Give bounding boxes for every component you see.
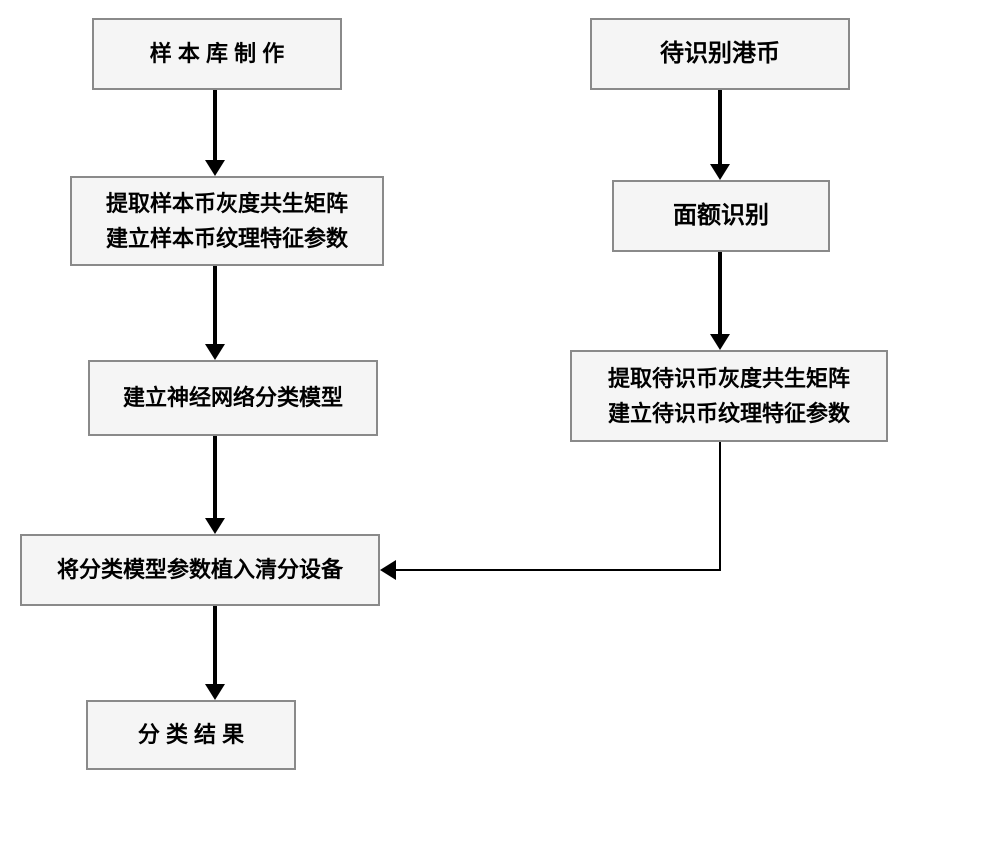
node-l2: 提取样本币灰度共生矩阵 建立样本币纹理特征参数: [70, 176, 384, 266]
arrow-line-l3_l4: [213, 436, 217, 520]
arrow-line-l4_l5: [213, 606, 217, 686]
arrow-line-r2_r3: [718, 252, 722, 336]
arrow-line-l2_l3: [213, 266, 217, 346]
elbow-vert-r3-l4: [719, 442, 722, 570]
arrow-head-r2_r3: [710, 334, 730, 350]
node-l4: 将分类模型参数植入清分设备: [20, 534, 380, 606]
elbow-horiz-r3-l4: [394, 569, 721, 572]
arrow-line-r1_r2: [718, 90, 722, 166]
node-l5: 分 类 结 果: [86, 700, 296, 770]
node-l1: 样 本 库 制 作: [92, 18, 342, 90]
arrow-head-l3_l4: [205, 518, 225, 534]
elbow-head-r3-l4: [380, 560, 396, 580]
arrow-line-l1_l2: [213, 90, 217, 162]
node-r1: 待识别港币: [590, 18, 850, 90]
arrow-head-l1_l2: [205, 160, 225, 176]
arrow-head-l4_l5: [205, 684, 225, 700]
arrow-head-l2_l3: [205, 344, 225, 360]
arrow-head-r1_r2: [710, 164, 730, 180]
node-l3: 建立神经网络分类模型: [88, 360, 378, 436]
node-r3: 提取待识币灰度共生矩阵 建立待识币纹理特征参数: [570, 350, 888, 442]
node-r2: 面额识别: [612, 180, 830, 252]
